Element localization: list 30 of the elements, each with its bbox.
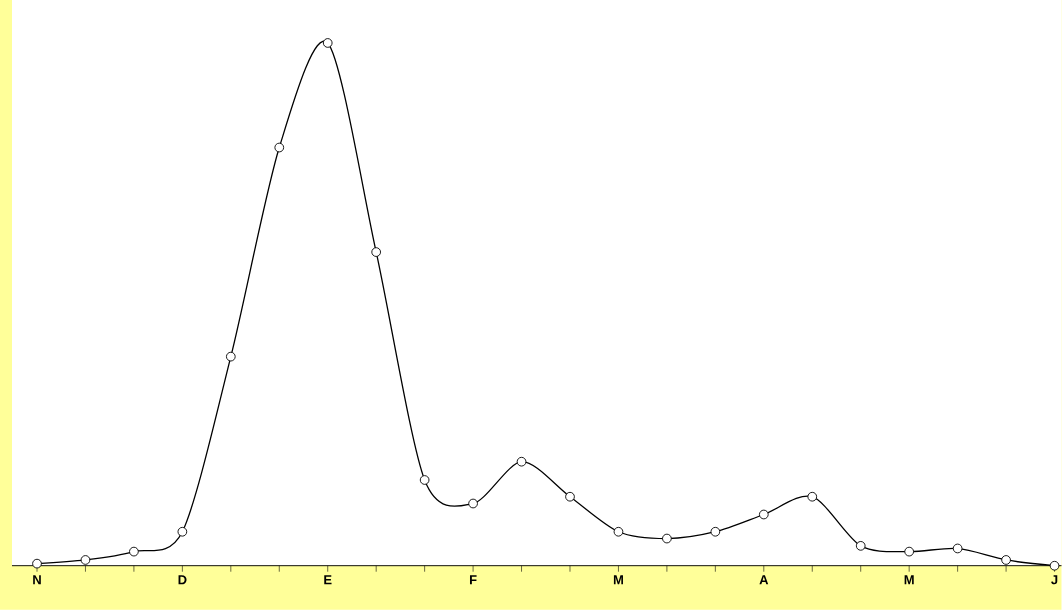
x-tick-label: J <box>1051 575 1058 585</box>
point <box>274 142 285 153</box>
point <box>419 475 430 485</box>
point <box>1001 555 1011 565</box>
point <box>129 546 139 557</box>
point <box>32 558 42 569</box>
point <box>565 492 575 502</box>
x-tick-label: F <box>469 575 477 585</box>
x-tick-label: D <box>178 575 187 585</box>
point <box>1049 561 1060 571</box>
x-tick-label: A <box>759 575 769 585</box>
point <box>80 555 91 565</box>
x-tick-label: N <box>33 575 41 585</box>
point <box>758 509 769 520</box>
point <box>904 546 914 557</box>
x-tick-label: M <box>613 575 623 585</box>
point <box>662 533 672 544</box>
point <box>468 498 478 509</box>
point <box>516 457 527 467</box>
point <box>613 527 624 537</box>
point <box>807 492 818 502</box>
x-tick-label: E <box>324 575 332 585</box>
point <box>322 38 333 48</box>
point <box>225 351 236 362</box>
point <box>710 527 721 537</box>
point <box>371 247 382 258</box>
point <box>855 541 866 551</box>
x-tick-label: M <box>904 575 914 585</box>
point <box>952 543 963 554</box>
point <box>177 527 188 537</box>
